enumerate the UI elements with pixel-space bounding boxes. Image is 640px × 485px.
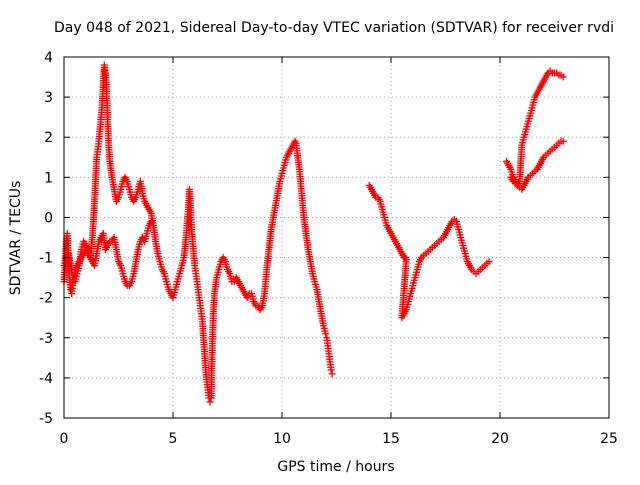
x-tick-label-2: 10 xyxy=(273,431,291,447)
y-tick-label-9: 4 xyxy=(44,50,53,66)
y-tick-label-2: -3 xyxy=(39,331,53,347)
y-tick-label-3: -2 xyxy=(39,291,53,307)
y-tick-label-1: -4 xyxy=(39,371,53,387)
data-point-0-418 xyxy=(206,398,214,406)
data-point-0-679 xyxy=(327,366,335,374)
y-tick-label-8: 3 xyxy=(44,90,53,106)
ticks-layer xyxy=(63,56,610,419)
chart-title: Day 048 of 2021, Sidereal Day-to-day VTE… xyxy=(54,20,614,36)
x-tick-label-4: 20 xyxy=(491,431,509,447)
y-tick-label-0: -5 xyxy=(39,411,53,427)
tick-labels: 0 5 10 15 20 25 -5 -4 -3 -2 -1 0 1 2 3 4 xyxy=(39,50,618,447)
data-point-0-680 xyxy=(328,370,336,378)
grid-layer xyxy=(64,57,609,418)
data-point-0-814 xyxy=(485,258,493,266)
y-tick-label-4: -1 xyxy=(39,251,53,267)
x-tick-label-0: 0 xyxy=(60,431,69,447)
x-tick-label-5: 25 xyxy=(600,431,618,447)
y-tick-label-5: 0 xyxy=(44,210,53,226)
plot-frame xyxy=(63,56,610,419)
data-point-0-881 xyxy=(559,73,567,81)
y-tick-label-7: 2 xyxy=(44,130,53,146)
x-axis-label: GPS time / hours xyxy=(277,459,394,475)
data-marks xyxy=(60,61,567,406)
x-tick-label-1: 5 xyxy=(169,431,178,447)
y-tick-label-6: 1 xyxy=(44,170,53,186)
data-point-0-666 xyxy=(322,330,330,338)
y-axis-label: SDTVAR / TECUs xyxy=(8,181,24,296)
data-point-0-1037 xyxy=(147,217,155,225)
data-point-0-913 xyxy=(559,137,567,145)
x-tick-label-3: 15 xyxy=(382,431,400,447)
